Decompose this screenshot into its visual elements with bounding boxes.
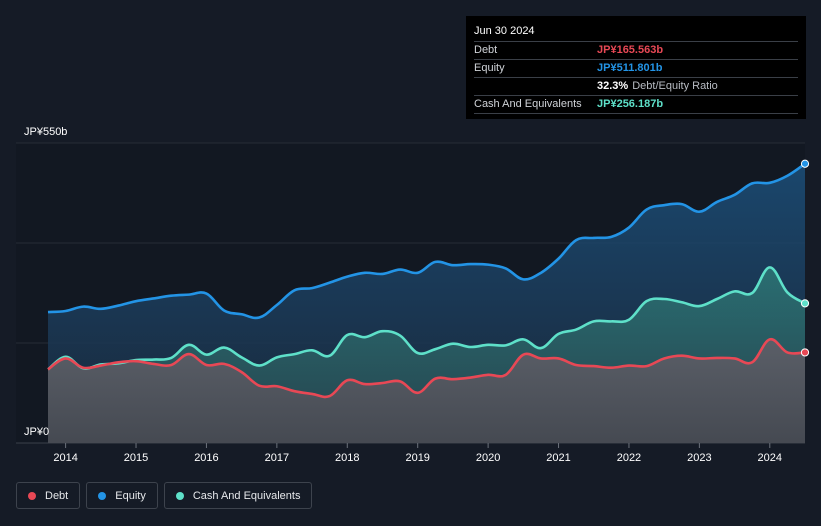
legend-label-cash: Cash And Equivalents [192, 489, 301, 502]
legend-dot-cash [175, 491, 184, 500]
equity-line [47, 162, 806, 320]
tooltip-cash-value: JP¥256.187b [597, 98, 664, 110]
legend-dot-debt [28, 491, 36, 500]
tooltip-ratio-suffix: Debt/Equity Ratio [632, 80, 718, 92]
tooltip-equity-value: JP¥511.801b [597, 62, 663, 74]
x-axis: 2014 2015 2016 2017 2018 2019 2020 2021 2022 2023… [53, 443, 782, 464]
tooltip-equity-label: Equity [474, 62, 505, 74]
x-tick-label: 2015 [124, 452, 148, 464]
tooltip-ratio-value: 32.3% [597, 80, 629, 92]
x-tick-label: 2024 [758, 452, 782, 464]
x-tick-label: 2020 [476, 452, 500, 464]
y-tick-label-max: JP¥550b [24, 126, 67, 138]
x-tick-label: 2016 [194, 452, 218, 464]
x-tick-label: 2022 [617, 452, 641, 464]
series-lines [47, 162, 806, 399]
cash-line [47, 266, 806, 371]
cash-end-marker [800, 299, 810, 308]
legend-label-debt: Debt [45, 489, 69, 502]
y-tick-label-zero: JP¥0 [24, 426, 49, 438]
legend-item-equity[interactable]: Equity [86, 482, 158, 509]
x-tick-label: 2018 [335, 452, 359, 464]
tooltip-debt-value: JP¥165.563b [597, 44, 664, 56]
x-tick-label: 2014 [53, 452, 77, 464]
debt-end-marker [800, 348, 810, 357]
tooltip-row-ratio: 32.3% Debt/Equity Ratio [474, 77, 798, 95]
equity-end-marker [800, 159, 810, 168]
x-tick-label: 2019 [405, 452, 429, 464]
tooltip-row-equity: Equity JP¥511.801b [474, 59, 798, 77]
x-tick-label: 2017 [265, 452, 289, 464]
chart-legend: Debt Equity Cash And Equivalents [16, 482, 313, 509]
series-areas [48, 163, 805, 443]
legend-item-cash[interactable]: Cash And Equivalents [163, 482, 313, 509]
tooltip-ratio-label [474, 78, 597, 95]
debt-line [47, 338, 806, 399]
x-tick-label: 2021 [546, 452, 570, 464]
data-tooltip: Jun 30 2024 Debt JP¥165.563b Equity JP¥5… [466, 16, 806, 119]
end-markers [800, 159, 810, 357]
tooltip-debt-label: Debt [474, 44, 498, 56]
debt-area [48, 339, 805, 443]
tooltip-row-debt: Debt JP¥165.563b [474, 41, 798, 59]
legend-item-debt[interactable]: Debt [16, 482, 81, 509]
legend-label-equity: Equity [115, 489, 146, 502]
tooltip-date: Jun 30 2024 [474, 25, 535, 37]
tooltip-row-cash: Cash And Equivalents JP¥256.187b [474, 95, 798, 114]
legend-dot-equity [98, 491, 107, 500]
x-tick-label: 2023 [687, 452, 711, 464]
tooltip-cash-label: Cash And Equivalents [474, 98, 582, 110]
